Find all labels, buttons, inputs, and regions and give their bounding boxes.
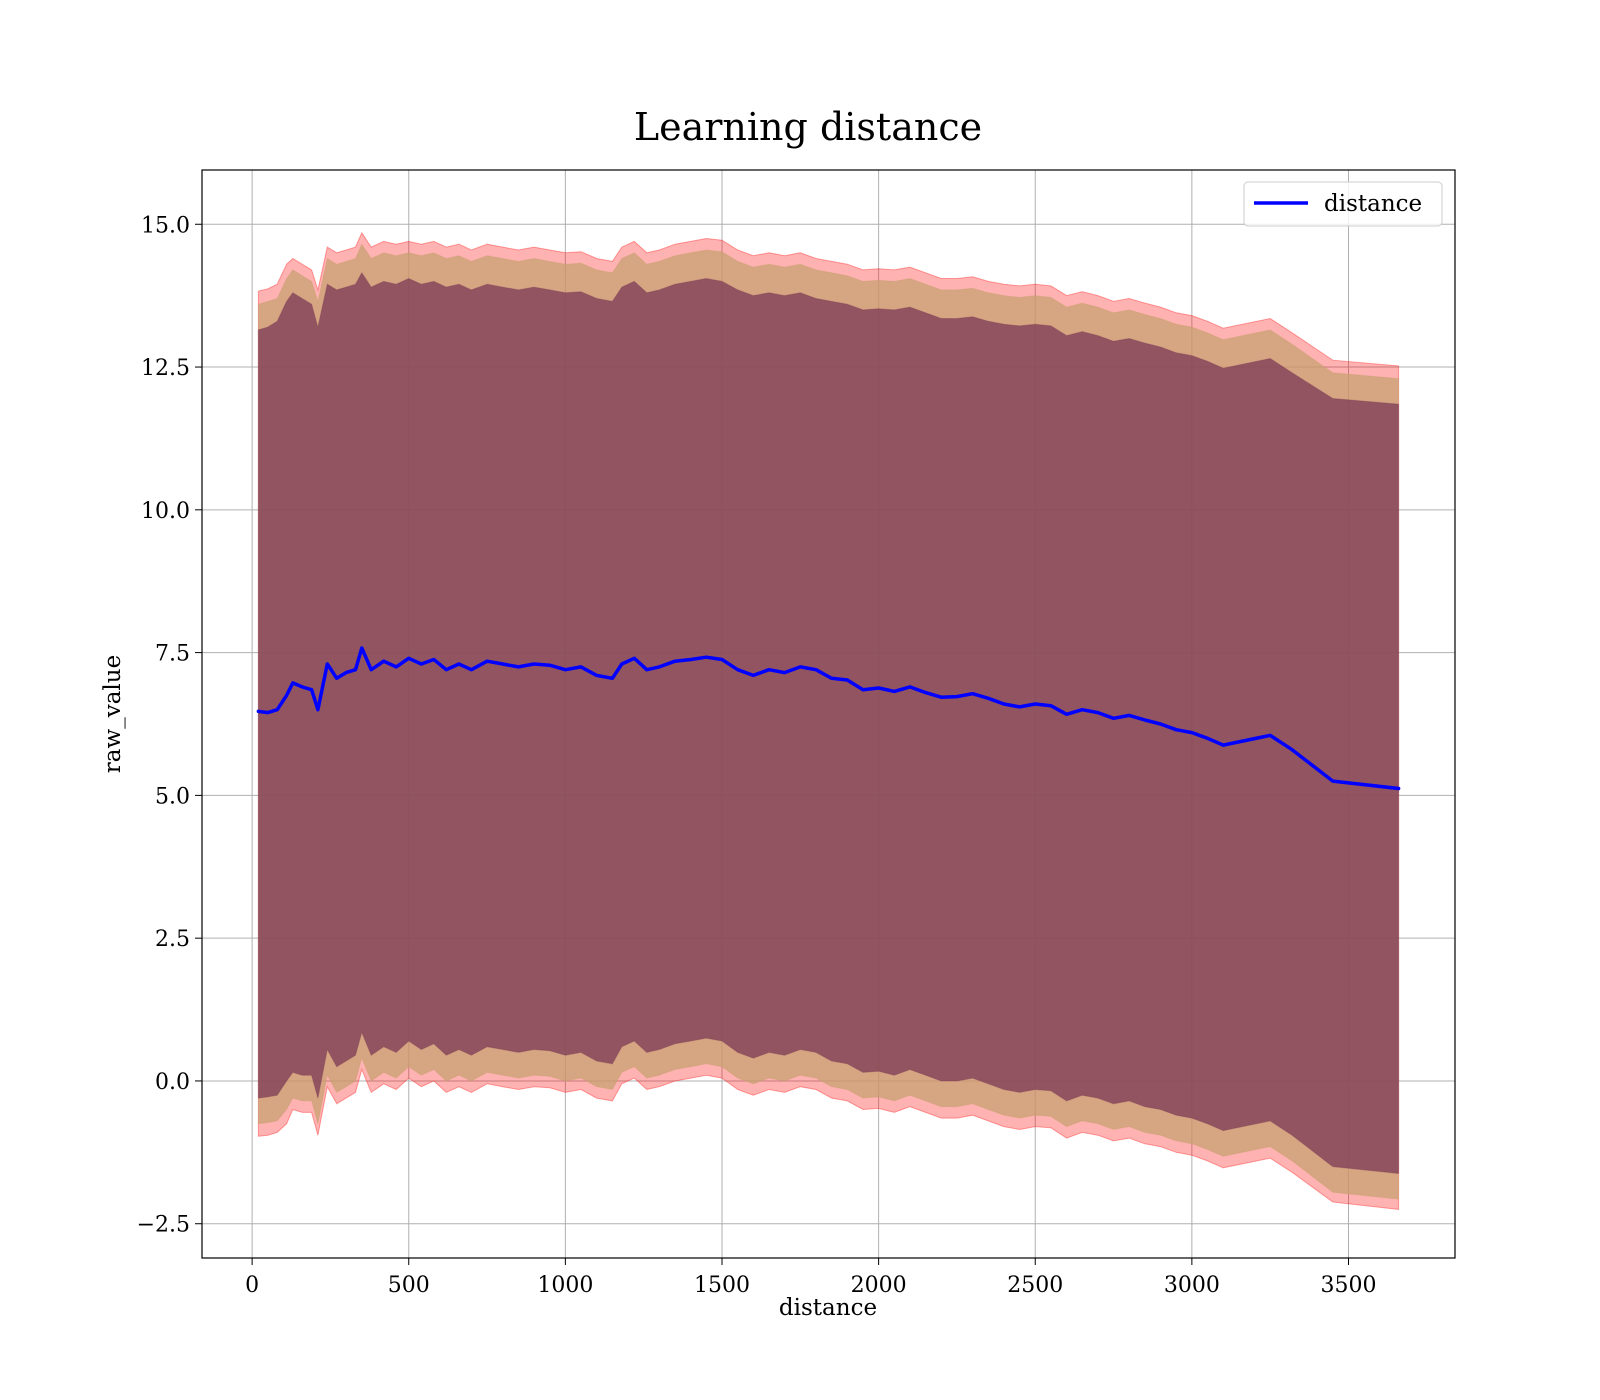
y-tick-label: 7.5: [155, 642, 190, 667]
x-tick-label: 2000: [851, 1273, 907, 1298]
x-tick-label: 0: [245, 1273, 259, 1298]
x-tick-label: 500: [388, 1273, 430, 1298]
y-axis-title: raw_value: [100, 655, 126, 773]
band-layer: [257, 231, 1400, 1211]
y-tick-label: 5.0: [155, 784, 190, 809]
x-tick-label: 3000: [1164, 1273, 1220, 1298]
x-axis-title: distance: [779, 1295, 877, 1321]
series-line-distance: [256, 646, 1401, 791]
y-tick-label: 15.0: [141, 213, 190, 238]
band-inner: [257, 271, 1400, 1175]
chart-title: Learning distance: [634, 105, 982, 149]
tick-layer: 0 500 1000 1500 2000 2500 3000 3500 −2.5 0.0 2.5 5.…: [137, 213, 1377, 1298]
x-tick-label: 3500: [1320, 1273, 1376, 1298]
y-tick-label: 0.0: [155, 1070, 190, 1095]
x-tick-label: 2500: [1007, 1273, 1063, 1298]
y-tick-label: 10.0: [141, 499, 190, 524]
legend-label: distance: [1324, 191, 1422, 217]
y-tick-label: 12.5: [141, 356, 190, 381]
y-tick-label: 2.5: [155, 927, 190, 952]
legend: distance: [1243, 181, 1443, 227]
x-tick-label: 1500: [694, 1273, 750, 1298]
x-tick-label: 1000: [537, 1273, 593, 1298]
line-layer: [256, 646, 1401, 791]
plot-frame: [201, 169, 1456, 1259]
y-tick-label: −2.5: [137, 1213, 190, 1238]
legend-box: [1243, 181, 1443, 227]
